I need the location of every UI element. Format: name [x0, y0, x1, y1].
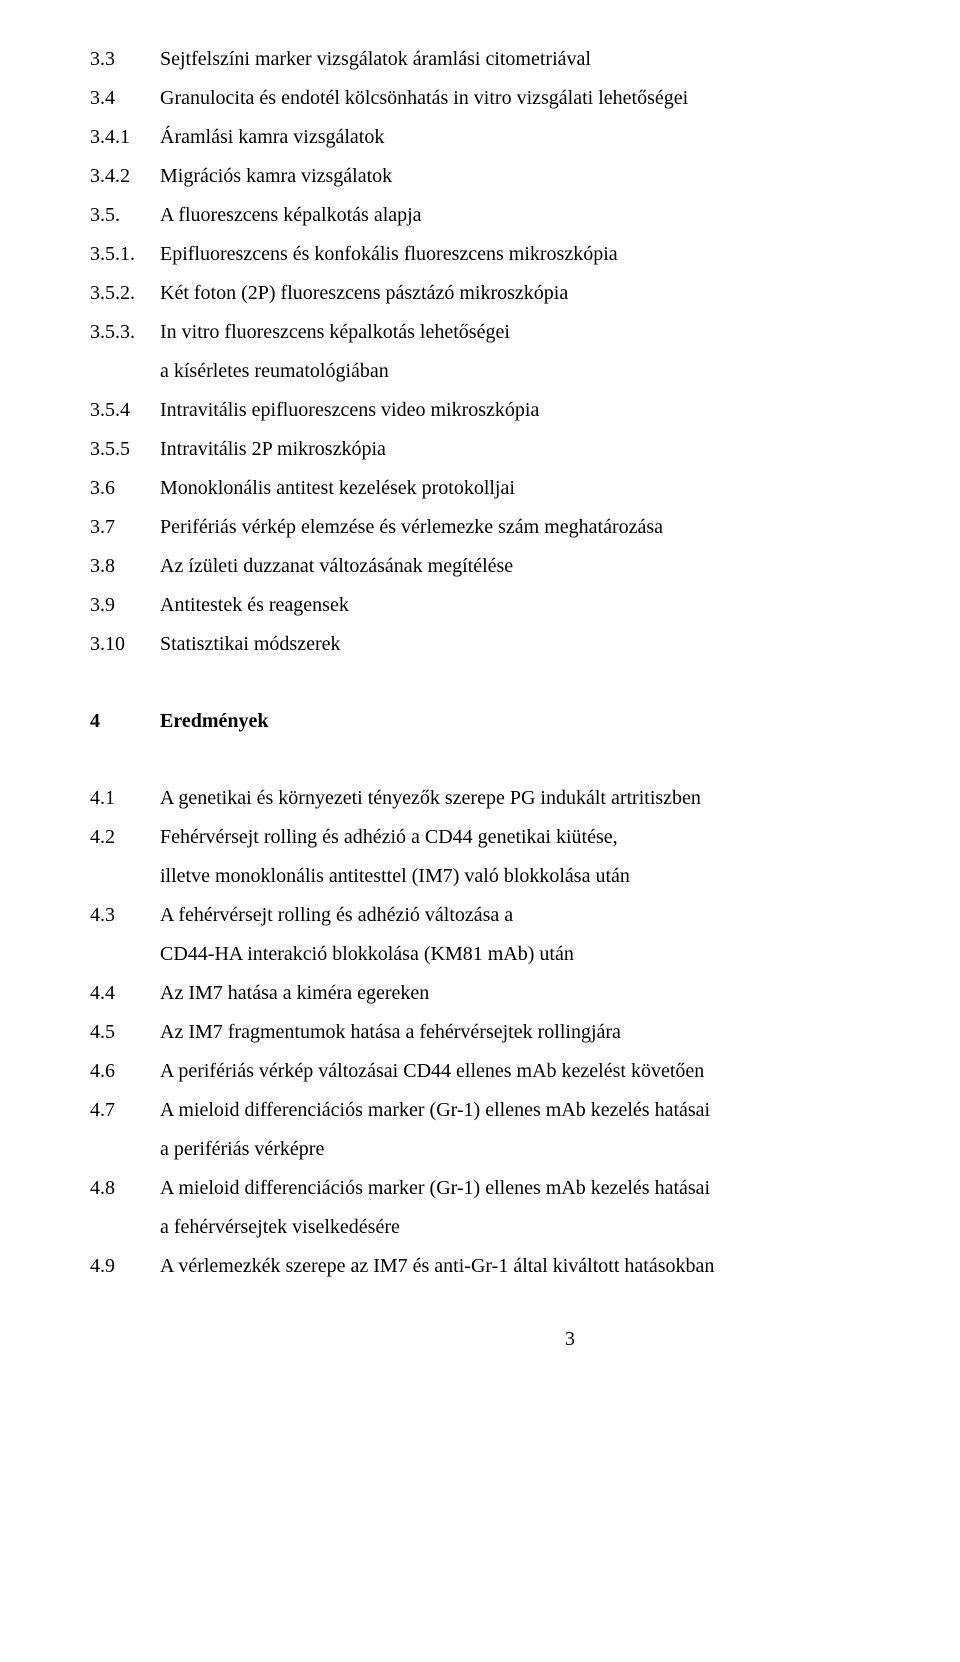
toc-entry: 3.8Az ízületi duzzanat változásának megí… [90, 547, 960, 586]
toc-entry: 3.5.3.In vitro fluoreszcens képalkotás l… [90, 313, 960, 352]
toc-entry-number: 3.4 [90, 79, 160, 118]
toc-entry-number: 3.4.2 [90, 157, 160, 196]
toc-entry-text: Granulocita és endotél kölcsönhatás in v… [160, 79, 960, 118]
toc-entry-text: Az ízületi duzzanat változásának megítél… [160, 547, 960, 586]
toc-entry-text: Az IM7 hatása a kiméra egereken [160, 974, 960, 1013]
toc-entry-number: 4.3 [90, 896, 160, 935]
toc-entry: 4.4Az IM7 hatása a kiméra egereken40. [90, 974, 960, 1013]
toc-entry-text: Statisztikai módszerek [160, 625, 960, 664]
toc-entry-text: Migrációs kamra vizsgálatok [160, 157, 960, 196]
toc-entry-text: Monoklonális antitest kezelések protokol… [160, 469, 960, 508]
toc-entry-number: 4.2 [90, 818, 160, 857]
toc-entry: 4.5Az IM7 fragmentumok hatása a fehérvér… [90, 1013, 960, 1052]
toc-entry-text: Eredmények [160, 702, 960, 741]
toc-entry-text: Sejtfelszíni marker vizsgálatok áramlási… [160, 40, 960, 79]
toc-entry: 3.4.1Áramlási kamra vizsgálatok19. [90, 118, 960, 157]
toc-entry: 4.8A mieloid differenciációs marker (Gr-… [90, 1169, 960, 1208]
toc-entry-text: Antitestek és reagensek [160, 586, 960, 625]
toc-section-heading: 4 Eredmények 33. [90, 702, 960, 741]
toc-entry-number: 3.5.2. [90, 274, 160, 313]
toc-entry: 3.4Granulocita és endotél kölcsönhatás i… [90, 79, 960, 118]
toc-entry-number: 4.7 [90, 1091, 160, 1130]
toc-entry-text: Áramlási kamra vizsgálatok [160, 118, 960, 157]
toc-entry-number: 3.3 [90, 40, 160, 79]
toc-entry-text: In vitro fluoreszcens képalkotás lehetős… [160, 313, 960, 352]
toc-entry: 3.4.2Migrációs kamra vizsgálatok20. [90, 157, 960, 196]
toc-entry-number: 3.5. [90, 196, 160, 235]
toc-entry-number: 4.6 [90, 1052, 160, 1091]
toc-entry-text: Epifluoreszcens és konfokális fluoreszce… [160, 235, 960, 274]
toc-entry-number: 3.5.1. [90, 235, 160, 274]
toc-entry: 4.1A genetikai és környezeti tényezők sz… [90, 779, 960, 818]
toc-entry-text: Intravitális 2P mikroszkópia [160, 430, 960, 469]
toc-entry-continuation: a perifériás vérképre [160, 1130, 960, 1169]
toc-entry-number: 3.8 [90, 547, 160, 586]
toc-entry: 3.10Statisztikai módszerek32. [90, 625, 960, 664]
toc-entry: 3.9Antitestek és reagensek32. [90, 586, 960, 625]
toc-entry-number: 4.1 [90, 779, 160, 818]
toc-entry-number: 4 [90, 702, 160, 741]
toc-entry-text: Fehérvérsejt rolling és adhézió a CD44 g… [160, 818, 960, 857]
toc-entry: 3.5.1.Epifluoreszcens és konfokális fluo… [90, 235, 960, 274]
toc-entry-continuation: a fehérvérsejtek viselkedésére [160, 1208, 960, 1247]
toc-entry-continuation: a kísérletes reumatológiában [160, 352, 960, 391]
toc-entry: 3.5.A fluoreszcens képalkotás alapja21. [90, 196, 960, 235]
toc-entry-text: A vérlemezkék szerepe az IM7 és anti-Gr-… [160, 1247, 960, 1286]
toc-entry-text: Perifériás vérkép elemzése és vérlemezke… [160, 508, 960, 547]
toc-entry-number: 3.6 [90, 469, 160, 508]
toc-entry: 4.7A mieloid differenciációs marker (Gr-… [90, 1091, 960, 1130]
toc-entry: 3.6Monoklonális antitest kezelések proto… [90, 469, 960, 508]
toc-entry-number: 3.4.1 [90, 118, 160, 157]
toc-entry-number: 3.7 [90, 508, 160, 547]
page-number: 3 [90, 1320, 960, 1359]
toc-entry-text: A fluoreszcens képalkotás alapja [160, 196, 960, 235]
toc-entry: 3.7Perifériás vérkép elemzése és vérleme… [90, 508, 960, 547]
toc-entry-number: 3.5.4 [90, 391, 160, 430]
toc-entry-text: A fehérvérsejt rolling és adhézió változ… [160, 896, 960, 935]
toc-entry: 3.3Sejtfelszíni marker vizsgálatok áraml… [90, 40, 960, 79]
toc-entry-text: Intravitális epifluoreszcens video mikro… [160, 391, 960, 430]
toc-entry: 3.5.2.Két foton (2P) fluoreszcens pásztá… [90, 274, 960, 313]
toc-entry-text: A mieloid differenciációs marker (Gr-1) … [160, 1169, 960, 1208]
toc-entry-text: A genetikai és környezeti tényezők szere… [160, 779, 960, 818]
toc-entry-continuation: CD44-HA interakció blokkolása (KM81 mAb)… [160, 935, 960, 974]
toc-entry-number: 4.5 [90, 1013, 160, 1052]
toc-entry: 4.9A vérlemezkék szerepe az IM7 és anti-… [90, 1247, 960, 1286]
toc-entry-number: 4.9 [90, 1247, 160, 1286]
toc-entry: 4.2Fehérvérsejt rolling és adhézió a CD4… [90, 818, 960, 857]
toc-entry-text: A mieloid differenciációs marker (Gr-1) … [160, 1091, 960, 1130]
toc-entry: 3.5.5Intravitális 2P mikroszkópia29. [90, 430, 960, 469]
toc-entry-number: 3.9 [90, 586, 160, 625]
toc-entry-text: A perifériás vérkép változásai CD44 elle… [160, 1052, 960, 1091]
toc-entry-number: 4.4 [90, 974, 160, 1013]
toc-entry: 4.6A perifériás vérkép változásai CD44 e… [90, 1052, 960, 1091]
toc-entry-continuation: illetve monoklonális antitesttel (IM7) v… [160, 857, 960, 896]
toc-entry-text: Az IM7 fragmentumok hatása a fehérvérsej… [160, 1013, 960, 1052]
toc-entry: 3.5.4Intravitális epifluoreszcens video … [90, 391, 960, 430]
toc-entry-number: 3.5.5 [90, 430, 160, 469]
toc-entry-text: Két foton (2P) fluoreszcens pásztázó mik… [160, 274, 960, 313]
toc-entry-number: 4.8 [90, 1169, 160, 1208]
toc-entry-number: 3.5.3. [90, 313, 160, 352]
toc-entry-number: 3.10 [90, 625, 160, 664]
toc-entry: 4.3A fehérvérsejt rolling és adhézió vál… [90, 896, 960, 935]
